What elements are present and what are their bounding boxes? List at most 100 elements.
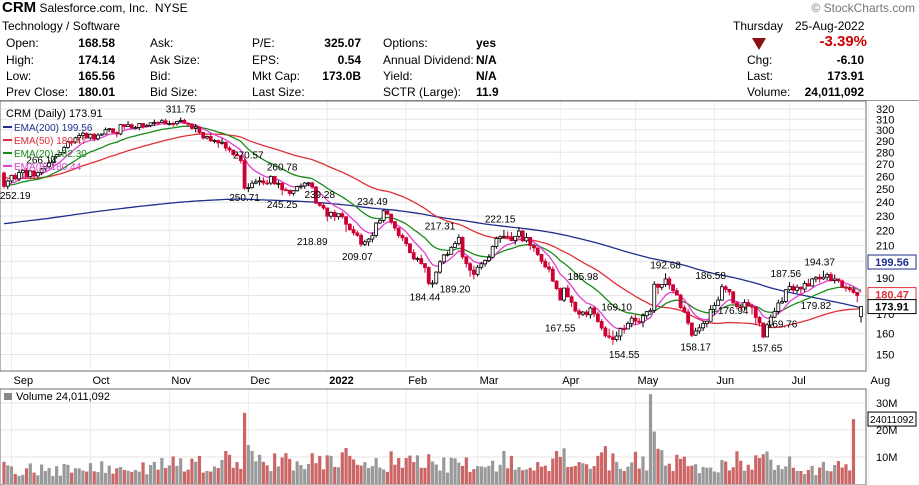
price-annotation: 209.07 (342, 252, 373, 263)
field-label-last: Last: (747, 69, 774, 83)
candle-body (201, 132, 206, 139)
candle-body (844, 286, 848, 289)
y-tick-label: 310 (876, 114, 894, 126)
volume-bar (799, 471, 803, 484)
field-label-volume: Volume: (747, 85, 791, 99)
candle-body (317, 202, 322, 206)
volume-bar (833, 465, 837, 484)
candle-body (366, 238, 371, 243)
candle-body (708, 309, 713, 322)
candle-body (817, 276, 822, 280)
volume-bar (231, 467, 235, 484)
candle-body (742, 302, 747, 308)
volume-bar (682, 456, 686, 484)
volume-bar (88, 463, 93, 484)
candle-body (475, 266, 480, 275)
candle-body (35, 172, 40, 177)
candle-body (205, 136, 209, 139)
candle-body (641, 315, 645, 323)
candle-body (2, 172, 6, 187)
candle-body (141, 123, 145, 128)
candle-body (783, 289, 788, 302)
candle-body (347, 223, 352, 230)
candle-body (535, 247, 540, 255)
volume-bar (645, 470, 649, 484)
candle-body (780, 301, 784, 304)
volume-bar (453, 458, 457, 484)
field-value-eps: 0.54 (337, 53, 361, 67)
candle-body (182, 119, 187, 124)
candle-body (284, 189, 288, 192)
candle-body (716, 299, 721, 306)
volume-bar (472, 469, 476, 484)
volume-bar (77, 468, 81, 484)
volume-bar (637, 468, 641, 484)
volume-bar (137, 471, 141, 484)
price-annotation: 245.25 (267, 200, 298, 211)
candle-body (287, 189, 292, 194)
candle-body (5, 180, 10, 187)
candle-body (667, 278, 672, 286)
field-value-yield: N/A (476, 69, 497, 83)
candle-body (772, 310, 777, 318)
candle-body (340, 213, 345, 218)
volume-bar (844, 464, 848, 484)
volume-bar (690, 465, 694, 484)
y-tick-label: 230 (876, 211, 894, 223)
price-annotation: 158.17 (680, 342, 711, 353)
candle-body (648, 309, 653, 313)
volume-bar (269, 471, 273, 484)
volume-y-tick-label: 20M (876, 425, 897, 437)
candle-body (750, 305, 754, 308)
price-annotation: 311.75 (166, 104, 196, 115)
candle-body (727, 289, 732, 293)
candle-body (573, 301, 578, 312)
candle-body (595, 313, 600, 322)
candle-body (47, 162, 52, 168)
volume-bar (592, 466, 596, 484)
candle-body (434, 271, 439, 284)
volume-bar (239, 468, 243, 484)
candle-body (84, 132, 89, 139)
candle-body (723, 286, 728, 290)
candle-body (836, 278, 841, 282)
x-tick-label: Nov (171, 375, 191, 387)
volume-bar (2, 461, 6, 484)
volume-bar (509, 455, 514, 484)
brand-logo[interactable]: © StockCharts.com (811, 1, 915, 15)
candle-body (32, 170, 36, 177)
candle-body (396, 227, 401, 236)
volume-bar (419, 467, 423, 484)
volume-bar (630, 462, 634, 484)
volume-bar (227, 454, 232, 484)
price-bars (2, 117, 863, 345)
candle-body (88, 133, 93, 139)
candle-body (674, 290, 679, 296)
volume-bar (701, 466, 705, 484)
candle-body (554, 280, 559, 289)
price-annotation: 169.10 (601, 303, 632, 314)
volume-bar (573, 465, 577, 484)
candle-body (787, 286, 792, 291)
candle-body (682, 307, 687, 313)
volume-bar (6, 465, 10, 484)
price-annotation: 252.19 (0, 191, 31, 202)
volume-bar (167, 465, 171, 484)
volume-bar (126, 470, 130, 484)
volume-y-tick-label: 10M (876, 452, 897, 464)
x-tick-label: Mar (480, 375, 499, 387)
volume-bar (81, 470, 85, 484)
y-tick-label: 210 (876, 240, 894, 252)
volume-bar (803, 473, 807, 484)
y-tick-label: 280 (876, 147, 894, 159)
volume-bar (363, 462, 367, 484)
volume-bar (611, 453, 615, 484)
volume-bar (502, 450, 506, 484)
candle-body (806, 283, 811, 287)
candle-body (633, 317, 638, 322)
price-annotation: 222.15 (485, 214, 516, 225)
volume-bar (780, 469, 784, 484)
candle-body (795, 286, 800, 291)
candle-body (855, 292, 860, 296)
candle-body (54, 154, 59, 158)
